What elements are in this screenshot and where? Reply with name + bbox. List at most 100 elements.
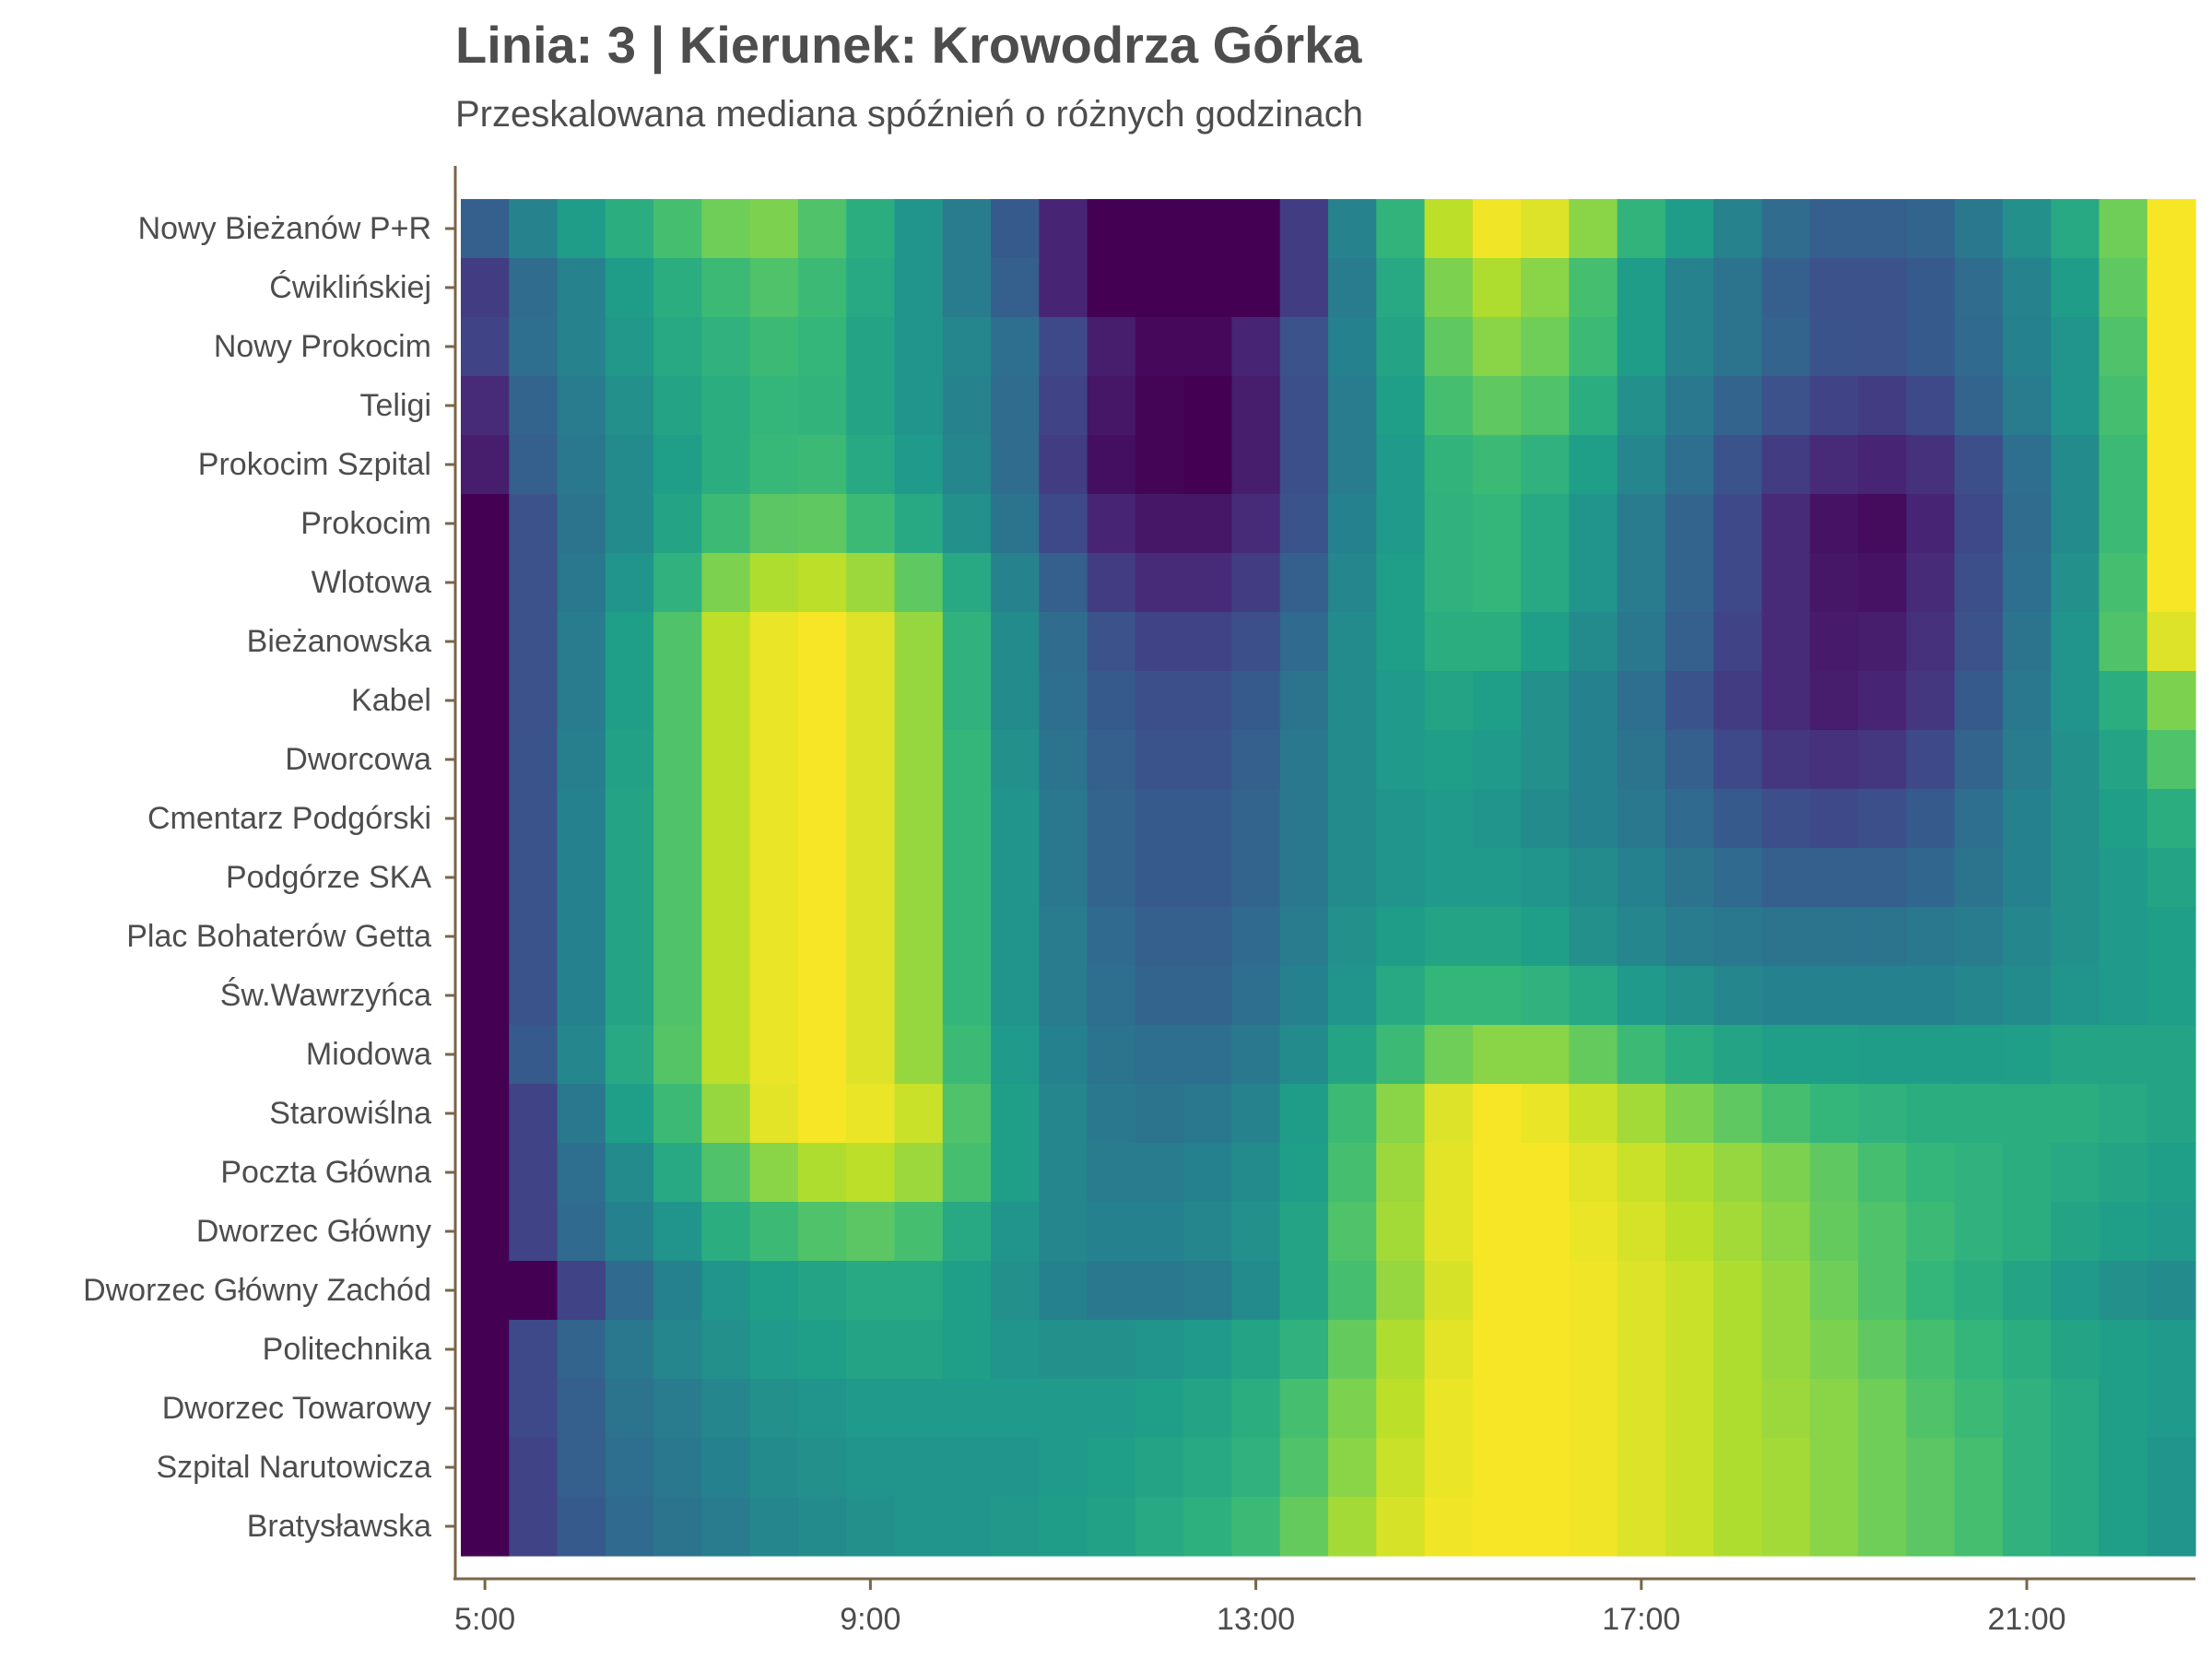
heatmap-cell (1039, 258, 1088, 318)
heatmap-cell (605, 1025, 654, 1085)
heatmap-cell (1713, 376, 1763, 436)
heatmap-cell (1039, 1025, 1088, 1085)
heatmap-cell (461, 553, 510, 613)
heatmap-cell (701, 1379, 751, 1439)
heatmap-cell (557, 789, 606, 849)
heatmap-cell (1183, 730, 1233, 790)
heatmap-cell (1424, 1025, 1474, 1085)
heatmap-cell (1761, 1438, 1811, 1498)
heatmap-cell (1521, 317, 1570, 377)
heatmap-cell (1713, 730, 1763, 790)
heatmap-cell (991, 317, 1040, 377)
heatmap-cell (1328, 1497, 1377, 1557)
heatmap-cell (797, 435, 847, 495)
heatmap-cell (461, 966, 510, 1026)
heatmap-cell (749, 258, 799, 318)
heatmap-cell (509, 376, 559, 436)
heatmap-cell (1761, 435, 1811, 495)
heatmap-cell (1039, 1320, 1088, 1380)
heatmap-cell (749, 1438, 799, 1498)
heatmap-cell (1376, 494, 1426, 554)
heatmap-cell (1665, 1320, 1714, 1380)
heatmap-cell (461, 494, 510, 554)
heatmap-cell (1231, 258, 1281, 318)
heatmap-cell (1713, 612, 1763, 672)
heatmap-cell (1424, 1261, 1474, 1321)
heatmap-cell (1279, 1202, 1329, 1262)
heatmap-cell (557, 730, 606, 790)
heatmap-cell (1039, 1143, 1088, 1203)
heatmap-cell (509, 1084, 559, 1144)
heatmap-cell (2051, 1084, 2100, 1144)
heatmap-cell (701, 1084, 751, 1144)
heatmap-cell (605, 671, 654, 731)
heatmap-cell (1713, 671, 1763, 731)
heatmap-cell (2002, 199, 2052, 259)
heatmap-cell (701, 966, 751, 1026)
heatmap-cell (1231, 730, 1281, 790)
heatmap-cell (1039, 1438, 1088, 1498)
heatmap-cell (2147, 789, 2196, 849)
heatmap-cell (2051, 1379, 2100, 1439)
heatmap-cell (1039, 848, 1088, 908)
heatmap-cell (991, 1084, 1040, 1144)
heatmap-cell (2002, 1438, 2052, 1498)
heatmap-cell (1231, 1202, 1281, 1262)
heatmap-cell (461, 1202, 510, 1262)
heatmap-cell (1858, 1084, 1907, 1144)
heatmap-cell (461, 1084, 510, 1144)
heatmap-cell (2002, 966, 2052, 1026)
heatmap-cell (1906, 1084, 1956, 1144)
heatmap-cell (1087, 1320, 1136, 1380)
heatmap-cell (2099, 376, 2148, 436)
heatmap-cell (1617, 907, 1666, 967)
heatmap-cell (846, 789, 896, 849)
heatmap-cell (1376, 1084, 1426, 1144)
heatmap-cell (1809, 435, 1859, 495)
heatmap-cell (1954, 907, 2004, 967)
y-tick-label: Wlotowa (312, 565, 431, 600)
heatmap-cell (1279, 907, 1329, 967)
heatmap-cell (846, 1025, 896, 1085)
heatmap-cell (1376, 1202, 1426, 1262)
heatmap-cell (894, 789, 944, 849)
heatmap-cell (509, 1320, 559, 1380)
heatmap-cell (1376, 435, 1426, 495)
heatmap-cell (461, 907, 510, 967)
heatmap-cell (1424, 730, 1474, 790)
heatmap-cell (2051, 789, 2100, 849)
heatmap-cell (1472, 258, 1522, 318)
heatmap-cell (653, 435, 702, 495)
heatmap-cell (509, 730, 559, 790)
heatmap-cell (846, 1202, 896, 1262)
heatmap-cell (1183, 1143, 1233, 1203)
heatmap-cell (1858, 199, 1907, 259)
heatmap-cell (2051, 612, 2100, 672)
heatmap-cell (1279, 553, 1329, 613)
heatmap-cell (749, 1084, 799, 1144)
heatmap-cell (1424, 1379, 1474, 1439)
heatmap-cell (1039, 730, 1088, 790)
heatmap-cell (846, 199, 896, 259)
heatmap-cell (894, 907, 944, 967)
heatmap-cell (1231, 1497, 1281, 1557)
heatmap-cell (1858, 553, 1907, 613)
heatmap-cell (1521, 258, 1570, 318)
heatmap-cell (653, 553, 702, 613)
heatmap-cell (1376, 671, 1426, 731)
heatmap-cell (2147, 435, 2196, 495)
heatmap-cell (1809, 1202, 1859, 1262)
heatmap-cell (1424, 1202, 1474, 1262)
heatmap-cell (894, 1497, 944, 1557)
heatmap-cell (749, 966, 799, 1026)
heatmap-cell (1135, 1025, 1184, 1085)
heatmap-cell (1472, 1261, 1522, 1321)
heatmap-cell (797, 494, 847, 554)
heatmap-cell (2002, 671, 2052, 731)
heatmap-cell (749, 907, 799, 967)
heatmap-cell (1135, 1379, 1184, 1439)
heatmap-cell (991, 907, 1040, 967)
heatmap-cell (2002, 1497, 2052, 1557)
heatmap-cell (701, 1438, 751, 1498)
